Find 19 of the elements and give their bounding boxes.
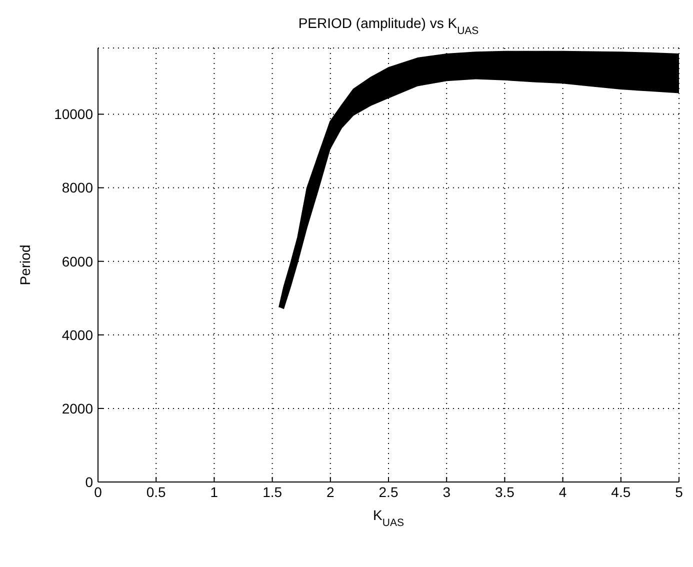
x-tick-label: 1 xyxy=(210,484,218,500)
x-tick-label: 1.5 xyxy=(262,484,282,500)
chart-title: PERIOD (amplitude) vs K$_{UAS}$ xyxy=(298,15,479,37)
x-tick-label: 5 xyxy=(675,484,684,500)
y-axis-title: Period xyxy=(17,244,33,286)
x-tick-label: 2.5 xyxy=(378,484,398,500)
y-tick-label: 10000 xyxy=(54,106,94,122)
y-tick-label: 8000 xyxy=(62,180,94,196)
x-tick-label: 3 xyxy=(442,484,451,500)
y-tick-label: 2000 xyxy=(62,400,94,416)
x-tick-label: 3.5 xyxy=(494,484,515,500)
x-tick-label: 4 xyxy=(558,484,567,500)
y-tick-label: 4000 xyxy=(62,326,94,343)
x-axis-title: K$_{UAS}$ xyxy=(373,507,404,529)
x-tick-label: 4.5 xyxy=(611,484,631,500)
y-tick-label: 0 xyxy=(85,474,94,490)
y-tick-label: 6000 xyxy=(62,253,94,270)
x-tick-label: 0.5 xyxy=(146,484,166,500)
x-tick-label: 2 xyxy=(326,484,334,500)
